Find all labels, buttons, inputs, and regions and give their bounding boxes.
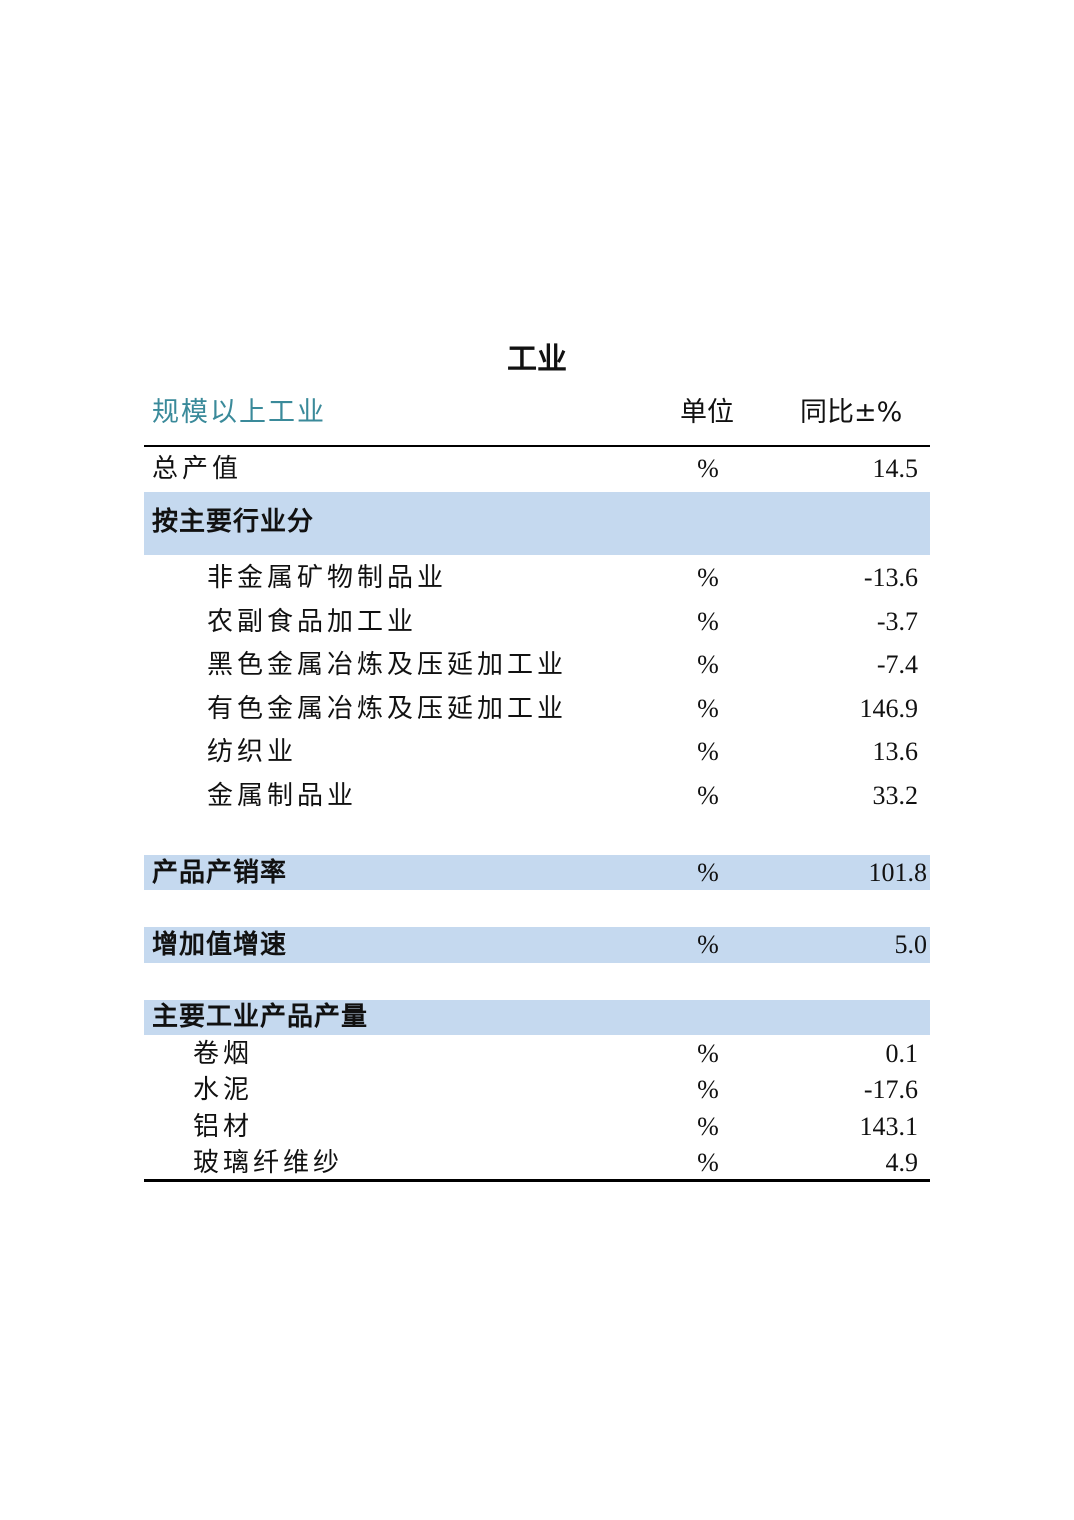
header-yoy: 同比±% — [800, 397, 903, 428]
section-band-sales-rate — [144, 855, 930, 890]
row-value: 5.0 — [894, 930, 928, 959]
row-label: 纺织业 — [207, 737, 298, 767]
row-value: 4.9 — [885, 1147, 919, 1177]
row-unit: % — [697, 606, 719, 636]
row-value: -13.6 — [863, 563, 918, 592]
row-value: 14.5 — [872, 454, 919, 483]
row-unit: % — [697, 1039, 719, 1068]
row-unit: % — [697, 1075, 719, 1105]
section-label: 主要工业产品产量 — [152, 1002, 369, 1032]
row-value: 0.1 — [885, 1039, 919, 1068]
row-unit: % — [697, 454, 719, 483]
row-label: 金属制品业 — [207, 781, 358, 810]
row-label: 玻璃纤维纱 — [193, 1147, 344, 1177]
row-unit: % — [697, 858, 719, 887]
table-row-industry: 纺织业 % 13.6 — [144, 732, 930, 772]
row-value: 143.1 — [859, 1111, 919, 1141]
row-value: 33.2 — [872, 781, 919, 810]
table-row-product: 玻璃纤维纱 % 4.9 — [144, 1143, 930, 1183]
row-label: 非金属矿物制品业 — [207, 563, 448, 592]
row-value: -17.6 — [863, 1075, 918, 1105]
section-band-value-added — [144, 927, 930, 963]
row-label: 总产值 — [152, 454, 243, 483]
section-band-products — [144, 1000, 930, 1035]
row-unit: % — [697, 1111, 719, 1141]
row-unit: % — [697, 737, 719, 767]
row-unit: % — [697, 781, 719, 810]
table-row-industry: 非金属矿物制品业 % -13.6 — [144, 558, 930, 598]
table-row-industry: 有色金属冶炼及压延加工业 % 146.9 — [144, 689, 930, 729]
row-unit: % — [697, 1147, 719, 1177]
row-value: 146.9 — [859, 693, 919, 723]
row-label: 增加值增速 — [152, 930, 288, 960]
bottom-rule — [144, 1179, 930, 1182]
table-row-product: 水泥 % -17.6 — [144, 1070, 930, 1110]
section-label: 按主要行业分 — [152, 507, 315, 537]
section-band-industry — [144, 492, 930, 555]
row-value: 13.6 — [872, 737, 919, 767]
row-label: 黑色金属冶炼及压延加工业 — [207, 650, 568, 680]
row-value: -7.4 — [876, 650, 918, 680]
row-label: 农副食品加工业 — [207, 606, 418, 636]
header-rule — [144, 445, 930, 447]
table-row-industry: 黑色金属冶炼及压延加工业 % -7.4 — [144, 645, 930, 685]
row-label: 水泥 — [193, 1075, 254, 1105]
row-unit: % — [697, 650, 719, 680]
section-header-industry: 按主要行业分 — [144, 502, 930, 542]
row-label: 有色金属冶炼及压延加工业 — [207, 693, 568, 723]
row-label: 卷烟 — [193, 1039, 254, 1068]
table-row-industry: 金属制品业 % 33.2 — [144, 776, 930, 816]
table-row-total: 总产值 % 14.5 — [144, 449, 930, 489]
row-label: 产品产销率 — [152, 858, 288, 888]
table-row-product: 铝材 % 143.1 — [144, 1107, 930, 1147]
table-row-industry: 农副食品加工业 % -3.7 — [144, 602, 930, 642]
header-label: 规模以上工业 — [152, 397, 326, 428]
table-row-value-added: 增加值增速 % 5.0 — [144, 925, 930, 965]
row-label: 铝材 — [193, 1111, 254, 1141]
row-value: 101.8 — [868, 858, 928, 887]
page-title: 工业 — [507, 342, 567, 377]
row-value: -3.7 — [876, 606, 918, 636]
table-row-sales-rate: 产品产销率 % 101.8 — [144, 853, 930, 893]
table-row-product: 卷烟 % 0.1 — [144, 1034, 930, 1074]
section-header-products: 主要工业产品产量 — [144, 997, 930, 1037]
header-unit: 单位 — [680, 397, 734, 428]
row-unit: % — [697, 693, 719, 723]
row-unit: % — [697, 563, 719, 592]
row-unit: % — [697, 930, 719, 959]
